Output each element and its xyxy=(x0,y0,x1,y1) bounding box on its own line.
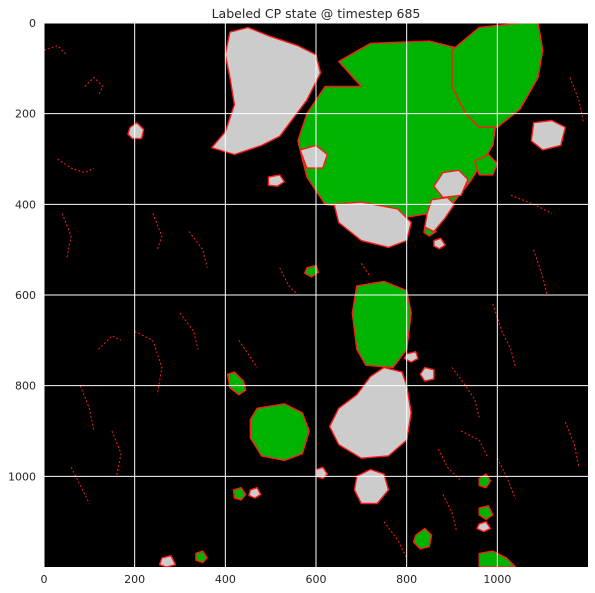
region-22 xyxy=(419,366,435,382)
y-tick-label-1: 200 xyxy=(15,108,36,121)
boundary-trace-1 xyxy=(57,158,95,174)
region-21 xyxy=(353,468,390,505)
boundary-trace-4 xyxy=(451,367,480,418)
region-25 xyxy=(267,174,285,187)
chart-title: Labeled CP state @ timestep 685 xyxy=(212,6,421,21)
region-29 xyxy=(476,521,492,533)
x-axis: 0 200 400 600 800 1000 xyxy=(41,573,512,586)
boundary-trace-18 xyxy=(360,263,371,278)
region-17 xyxy=(299,144,328,169)
region-3 xyxy=(249,403,310,462)
region-6 xyxy=(412,527,433,550)
boundary-trace-17 xyxy=(569,77,584,123)
y-tick-label-4: 800 xyxy=(15,380,36,393)
boundary-trace-6 xyxy=(61,213,72,259)
region-2 xyxy=(351,280,412,369)
boundary-trace-10 xyxy=(460,430,489,459)
y-tick-label-3: 600 xyxy=(15,289,36,302)
region-18 xyxy=(433,169,469,199)
region-28 xyxy=(158,555,177,567)
x-tick-label-3: 600 xyxy=(306,573,327,586)
region-19 xyxy=(530,119,566,151)
y-tick-label-0: 0 xyxy=(29,17,36,30)
boundary-trace-24 xyxy=(564,421,580,468)
y-tick-label-5: 1000 xyxy=(8,470,36,483)
region-13 xyxy=(195,550,208,564)
y-axis: 0 200 400 600 800 1000 xyxy=(8,17,36,483)
boundary-trace-13 xyxy=(533,249,548,296)
boundary-trace-23 xyxy=(70,467,90,504)
region-5 xyxy=(226,371,247,396)
region-30 xyxy=(433,237,446,250)
y-tick-label-2: 400 xyxy=(15,198,36,211)
boundary-trace-22 xyxy=(44,45,68,56)
region-7 xyxy=(304,264,319,278)
boundary-trace-19 xyxy=(279,267,299,296)
region-10 xyxy=(478,473,492,489)
x-tick-label-2: 400 xyxy=(215,573,236,586)
region-4 xyxy=(474,153,498,176)
boundary-trace-15 xyxy=(79,385,95,432)
boundary-trace-21 xyxy=(442,494,457,531)
boundary-trace-25 xyxy=(238,340,258,368)
x-tick-label-5: 1000 xyxy=(483,573,511,586)
x-tick-label-0: 0 xyxy=(41,573,48,586)
region-20 xyxy=(424,196,455,233)
boundary-trace-16 xyxy=(152,213,163,250)
region-23 xyxy=(403,351,419,363)
region-24 xyxy=(127,121,145,140)
x-tick-label-1: 200 xyxy=(124,573,145,586)
x-tick-label-4: 800 xyxy=(396,573,417,586)
region-27 xyxy=(248,487,262,499)
region-11 xyxy=(478,505,494,521)
boundary-trace-7 xyxy=(111,430,122,477)
boundary-trace-20 xyxy=(383,521,408,559)
grid xyxy=(43,22,588,567)
region-14 xyxy=(210,26,322,156)
region-9 xyxy=(232,487,247,501)
